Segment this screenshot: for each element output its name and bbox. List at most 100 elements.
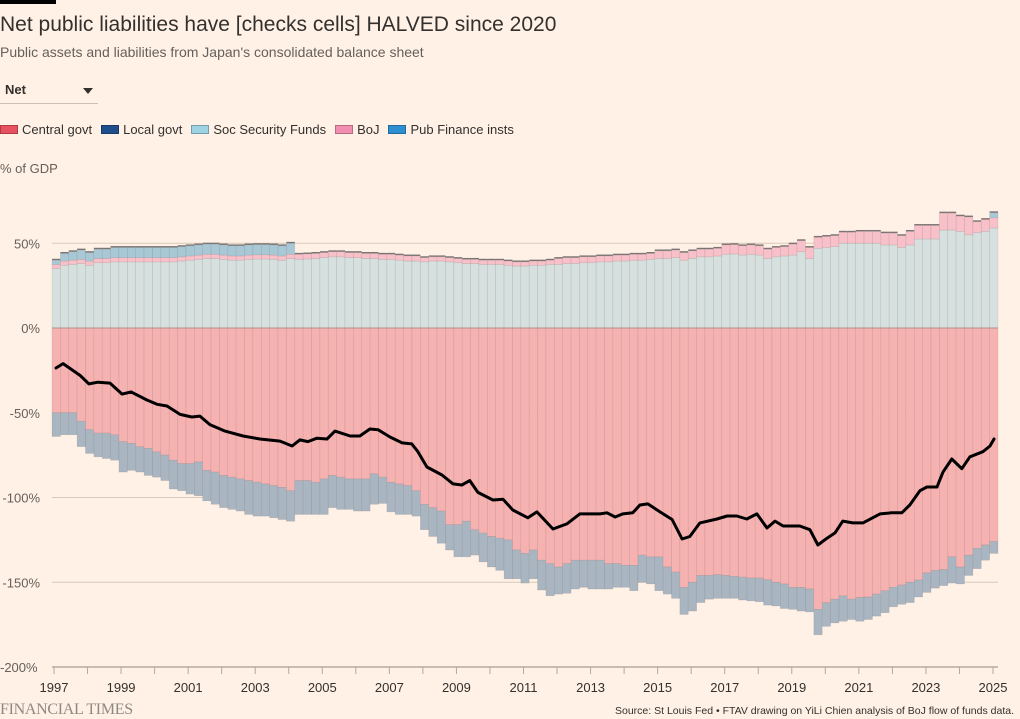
bar-segment-central-govt (378, 327, 388, 478)
bar-segment-local-govt (520, 553, 530, 584)
bar-segment-pub-finance-insts (93, 248, 103, 259)
bar-segment-pub-finance-insts (194, 244, 203, 256)
bar-segment-central-govt (947, 327, 957, 558)
bar-segment-boj (344, 252, 354, 258)
bar-segment-boj (872, 231, 882, 244)
bar-segment-central-govt (729, 327, 739, 577)
x-tick-label: 2017 (710, 680, 739, 695)
bar-segment-pub-finance-insts (244, 244, 254, 256)
bar-top-cap (244, 243, 253, 245)
bar-segment-soc-security-funds (579, 262, 589, 329)
bar-segment-local-govt (512, 549, 522, 580)
bar-top-cap (378, 252, 387, 255)
bar-segment-boj (771, 247, 781, 258)
bar-top-cap (520, 260, 530, 262)
bar-segment-local-govt (679, 587, 689, 615)
bar-segment-local-govt (939, 569, 949, 586)
bar-top-cap (495, 258, 505, 261)
bar-segment-boj (453, 258, 463, 264)
bar-segment-boj (629, 253, 639, 261)
bar-segment-boj (788, 243, 798, 256)
bar-top-cap (68, 250, 78, 252)
bar-segment-central-govt (754, 327, 764, 579)
bar-segment-soc-security-funds (202, 258, 212, 329)
bar-segment-soc-security-funds (729, 253, 739, 329)
bar-segment-soc-security-funds (855, 242, 865, 329)
bar-segment-soc-security-funds (687, 258, 697, 329)
bar-segment-soc-security-funds (763, 258, 773, 329)
bar-segment-pub-finance-insts (160, 247, 170, 258)
bar-segment-central-govt (202, 327, 212, 471)
bar-top-cap (587, 255, 597, 257)
bar-segment-central-govt (420, 327, 430, 505)
bar-segment-soc-security-funds (604, 261, 614, 329)
bar-segment-local-govt (503, 539, 513, 580)
bar-segment-soc-security-funds (252, 258, 262, 329)
bar-top-cap (219, 243, 228, 245)
bar-segment-boj (461, 259, 471, 264)
bar-segment-soc-security-funds (277, 259, 287, 329)
bar-segment-soc-security-funds (311, 258, 321, 329)
bar-segment-soc-security-funds (587, 262, 597, 329)
bar-top-cap (278, 244, 287, 246)
bar-segment-local-govt (127, 442, 137, 471)
bar-segment-boj (60, 260, 70, 266)
bar-segment-soc-security-funds (830, 246, 840, 329)
bar-top-cap (780, 245, 789, 247)
bar-segment-local-govt (185, 463, 195, 495)
bar-top-cap (261, 243, 270, 245)
bar-segment-local-govt (277, 487, 287, 520)
bar-segment-local-govt (311, 481, 321, 515)
bar-segment-soc-security-funds (60, 264, 70, 329)
bar-segment-pub-finance-insts (177, 246, 187, 258)
bar-segment-boj (68, 259, 78, 265)
chart-title: Net public liabilities have [checks cell… (0, 13, 557, 36)
legend-label: Soc Security Funds (213, 122, 327, 137)
bar-segment-central-govt (964, 327, 974, 556)
bar-segment-local-govt (662, 566, 672, 595)
bar-segment-local-govt (746, 577, 756, 602)
bar-segment-soc-security-funds (570, 263, 580, 329)
bar-segment-soc-security-funds (880, 244, 890, 329)
bar-segment-soc-security-funds (796, 251, 806, 329)
x-tick-label: 2019 (777, 680, 806, 695)
bar-top-cap (721, 243, 731, 245)
bar-top-cap (370, 252, 379, 254)
x-tick-label: 2005 (308, 680, 337, 695)
bar-segment-local-govt (646, 556, 656, 585)
bar-segment-central-govt (152, 327, 162, 453)
bar-segment-local-govt (168, 459, 178, 490)
bar-segment-central-govt (646, 327, 656, 558)
bar-segment-central-govt (319, 327, 329, 480)
bar-segment-boj (763, 248, 773, 259)
bar-segment-boj (704, 248, 714, 258)
bar-top-cap (478, 258, 488, 261)
bar-segment-central-govt (980, 327, 990, 546)
bar-segment-pub-finance-insts (135, 247, 145, 258)
bar-segment-central-govt (110, 327, 120, 436)
bar-segment-local-govt (244, 480, 254, 515)
bar-segment-local-govt (286, 490, 296, 522)
bar-segment-central-govt (679, 327, 689, 588)
bar-segment-local-govt (888, 587, 898, 608)
bar-segment-soc-security-funds (478, 264, 488, 329)
bar-segment-soc-security-funds (637, 259, 647, 329)
bar-segment-soc-security-funds (244, 259, 254, 329)
bar-segment-soc-security-funds (696, 256, 706, 329)
view-dropdown[interactable]: Net (0, 80, 98, 104)
bar-segment-boj (964, 216, 974, 236)
bar-segment-boj (428, 256, 438, 262)
bar-segment-central-govt (930, 327, 940, 571)
bar-segment-soc-security-funds (821, 247, 831, 329)
bar-segment-local-govt (76, 420, 86, 447)
bar-segment-local-govt (629, 564, 639, 592)
bar-segment-local-govt (913, 579, 923, 598)
bar-segment-boj (528, 260, 538, 266)
bar-segment-local-govt (654, 556, 664, 592)
legend-swatch (191, 125, 210, 134)
bar-segment-soc-security-funds (260, 258, 270, 329)
bar-segment-soc-security-funds (897, 247, 907, 329)
bar-top-cap (696, 247, 705, 250)
bar-top-cap (303, 252, 312, 254)
bar-segment-local-govt (537, 559, 547, 591)
